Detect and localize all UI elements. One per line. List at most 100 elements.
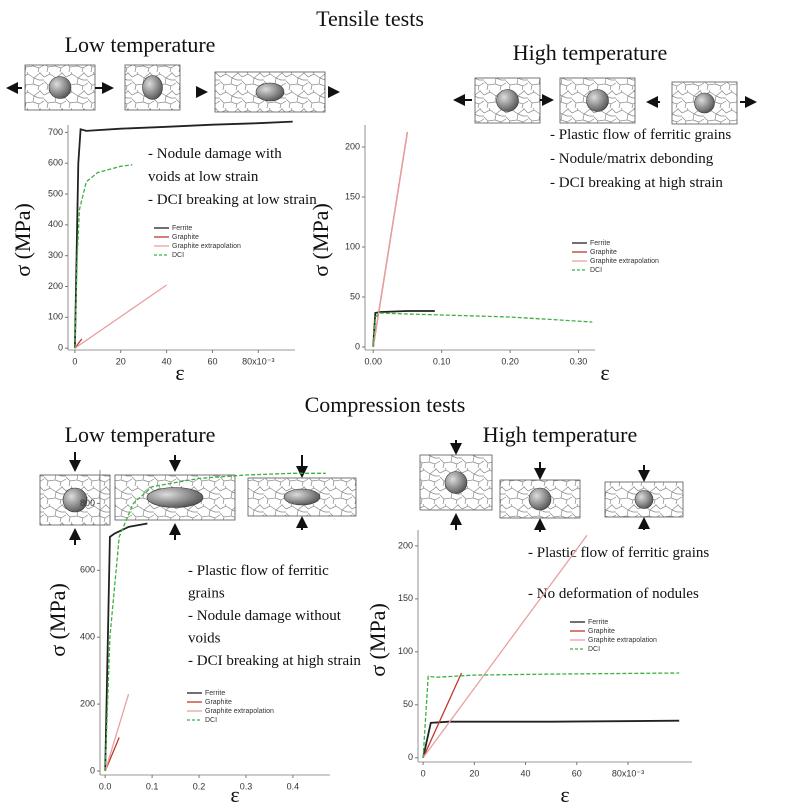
y-tick-label: 500: [48, 188, 63, 198]
annotation: - DCI breaking at high strain: [188, 653, 361, 669]
y-tick-label: 0: [58, 343, 63, 353]
series-line: [104, 522, 148, 772]
legend-label: Ferrite: [588, 619, 608, 626]
x-tick-label: 0.2: [193, 781, 206, 791]
x-tick-label: 60: [572, 768, 582, 778]
y-tick-label: 0: [90, 765, 95, 775]
y-tick-label: 700: [48, 127, 63, 137]
legend-label: Ferrite: [590, 240, 610, 247]
y-tick-label: 200: [80, 698, 95, 708]
legend-label: Graphite: [590, 249, 617, 256]
y-tick-label: 600: [48, 158, 63, 168]
y-tick-label: 100: [345, 241, 360, 251]
x-tick-label: 60: [207, 356, 217, 366]
series-line: [422, 672, 680, 758]
legend-label: Graphite extrapolation: [590, 258, 659, 265]
annotation: - No deformation of nodules: [528, 586, 699, 602]
series-line: [74, 164, 133, 349]
x-tick-label: 0: [72, 356, 77, 366]
y-axis-label: σ (MPa): [365, 603, 390, 677]
nodule: [283, 488, 321, 506]
x-tick-label: 0: [421, 768, 426, 778]
annotation: grains: [188, 586, 225, 602]
series-line: [422, 719, 680, 758]
y-axis-label: σ (MPa): [45, 583, 70, 657]
x-tick-label: 0.00: [364, 356, 382, 366]
x-tick-label: 0.4: [287, 781, 300, 791]
nodule: [634, 490, 654, 509]
x-tick-label: 0.0: [99, 781, 112, 791]
x-tick-label: 40: [521, 768, 531, 778]
y-tick-label: 0: [408, 752, 413, 762]
annotation: voids at low strain: [148, 169, 259, 185]
series-line: [372, 310, 435, 348]
panel-title: High temperature: [483, 422, 638, 447]
annotation: - Nodule damage with: [148, 146, 282, 162]
x-tick-label: 0.20: [501, 356, 519, 366]
x-tick-label: 40: [162, 356, 172, 366]
x-axis-label: ε: [560, 782, 569, 807]
x-tick-label: 0.10: [433, 356, 451, 366]
y-tick-label: 150: [345, 191, 360, 201]
series-line: [422, 534, 588, 759]
series-line: [104, 472, 326, 772]
legend-label: DCI: [588, 646, 600, 653]
annotation: - Plastic flow of ferritic grains: [528, 545, 709, 561]
series-line: [422, 672, 463, 759]
schematics: [6, 64, 757, 545]
y-tick-label: 400: [48, 219, 63, 229]
annotation: - Plastic flow of ferritic: [188, 563, 329, 579]
nodule: [62, 487, 88, 513]
x-tick-label: 20: [116, 356, 126, 366]
y-tick-label: 300: [48, 250, 63, 260]
y-tick-label: 100: [398, 646, 413, 656]
y-tick-label: 800: [80, 498, 95, 508]
nodule: [444, 471, 468, 494]
nodule: [528, 487, 552, 511]
nodule: [142, 75, 163, 100]
y-tick-label: 50: [350, 291, 360, 301]
x-tick-label: 20: [469, 768, 479, 778]
legend-label: Ferrite: [172, 225, 192, 232]
x-axis-label: ε: [175, 360, 184, 385]
series-line: [372, 312, 593, 348]
nodule: [586, 89, 609, 112]
annotation: - Nodule damage without: [188, 608, 342, 624]
legend-label: Graphite: [588, 628, 615, 635]
y-tick-label: 150: [398, 593, 413, 603]
y-tick-label: 200: [48, 281, 63, 291]
nodule: [496, 89, 519, 112]
x-tick-label: 0.30: [570, 356, 588, 366]
y-tick-label: 400: [80, 632, 95, 642]
annotation: - Plastic flow of ferritic grains: [550, 127, 731, 143]
section-title: Tensile tests: [316, 6, 424, 31]
annotation: voids: [188, 631, 221, 647]
y-tick-label: 0: [355, 341, 360, 351]
annotation: - Nodule/matrix debonding: [550, 151, 714, 167]
legend-label: Graphite extrapolation: [172, 243, 241, 250]
series-line: [104, 693, 130, 772]
panel-title: Low temperature: [65, 422, 216, 447]
series-line: [74, 120, 293, 349]
y-tick-label: 50: [403, 699, 413, 709]
legend-label: Graphite extrapolation: [588, 637, 657, 644]
nodule: [255, 82, 285, 102]
y-axis-label: σ (MPa): [10, 203, 35, 277]
legend-label: Ferrite: [205, 690, 225, 697]
x-tick-label: 80x10⁻³: [612, 768, 644, 778]
legend-label: DCI: [172, 252, 184, 259]
y-tick-label: 200: [345, 141, 360, 151]
nodule: [48, 76, 72, 99]
legend-label: DCI: [205, 717, 217, 724]
nodule: [146, 487, 204, 508]
legend-label: Graphite: [205, 699, 232, 706]
x-tick-label: 80x10⁻³: [242, 356, 274, 366]
x-axis-label: ε: [230, 782, 239, 807]
x-axis-label: ε: [600, 360, 609, 385]
nodule: [694, 92, 715, 114]
y-tick-label: 100: [48, 312, 63, 322]
y-tick-label: 200: [398, 540, 413, 550]
panel-title: Low temperature: [65, 32, 216, 57]
y-tick-label: 600: [80, 565, 95, 575]
